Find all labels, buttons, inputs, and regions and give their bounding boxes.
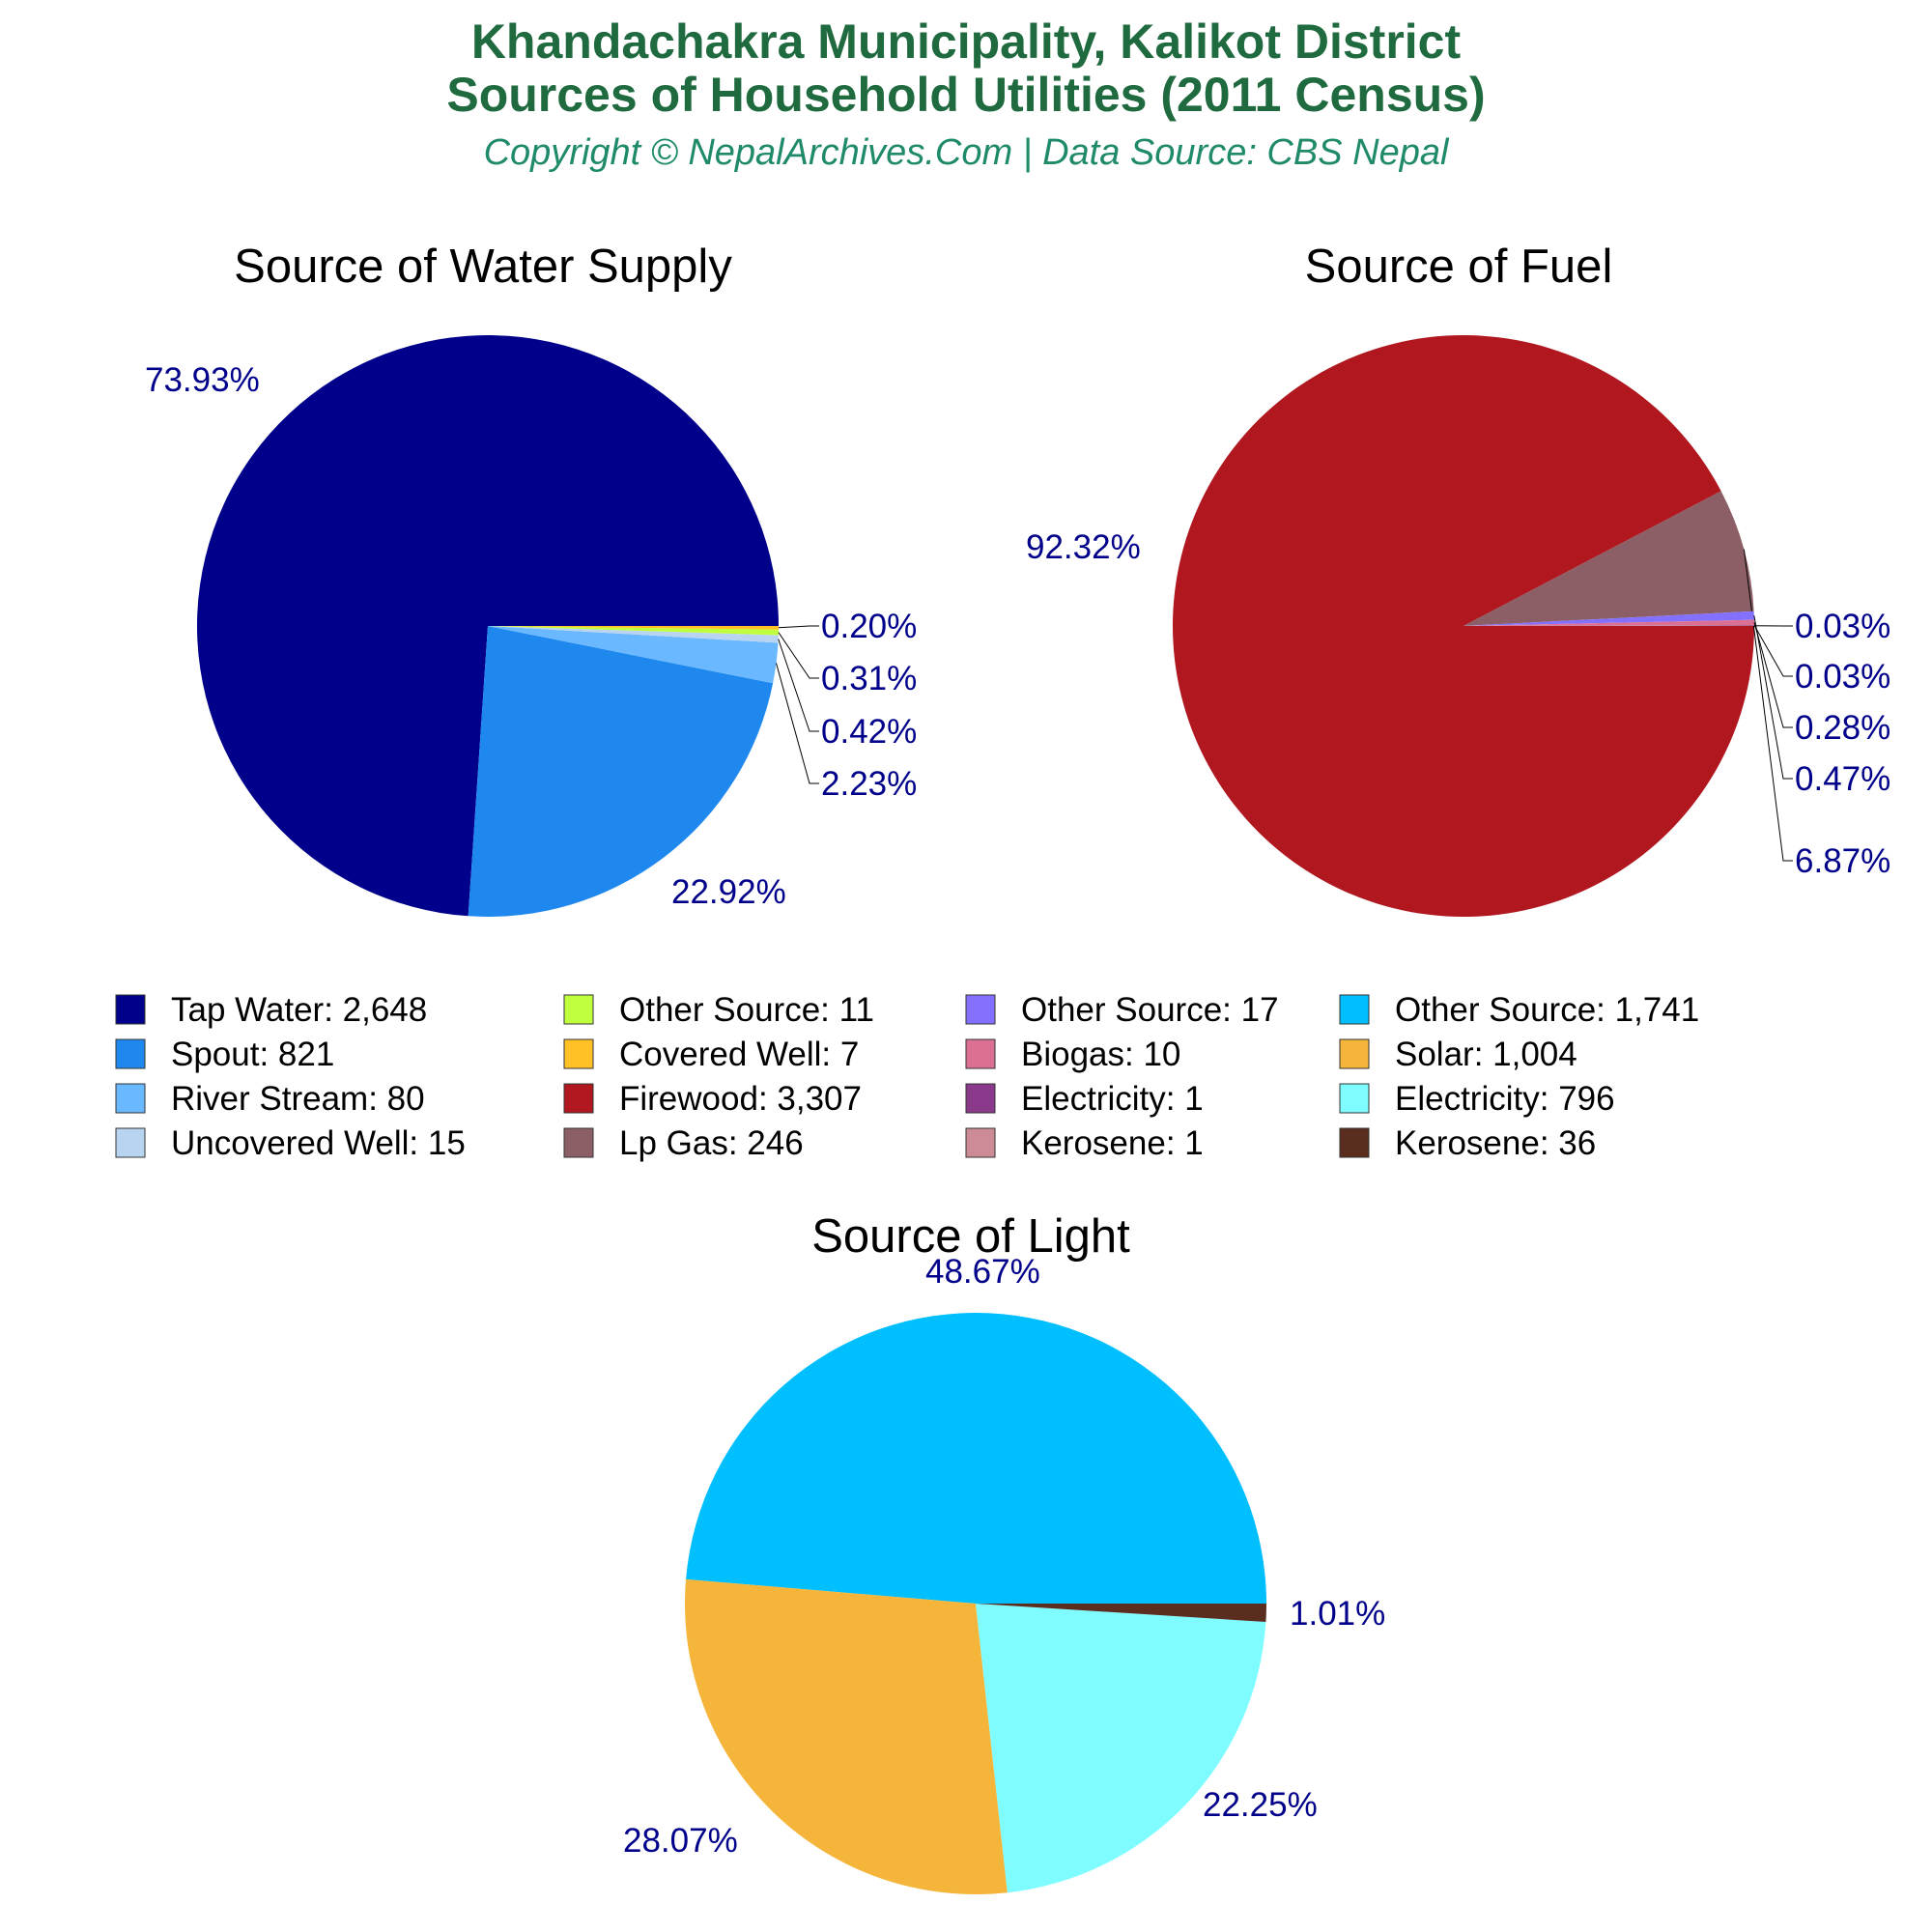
leader-line [1753, 615, 1793, 780]
pie-slice [686, 1313, 1266, 1604]
slice-percent-label: 6.87% [1795, 842, 1890, 880]
legend-label: Electricity: 796 [1395, 1080, 1615, 1118]
legend-swatch [563, 1038, 594, 1069]
legend-swatch [965, 1038, 996, 1069]
slice-percent-label: 22.92% [671, 873, 786, 911]
light-pie: Source of Light 48.67% 28.07% 22.25% 1.01% [623, 1210, 1385, 1894]
leader-line [778, 639, 819, 732]
pie-slice [488, 626, 780, 630]
pie-slice [1463, 625, 1755, 626]
leader-line [776, 663, 819, 784]
legend-label: Tap Water: 2,648 [171, 991, 427, 1029]
slice-percent-label: 22.25% [1203, 1786, 1318, 1824]
legend-label: Uncovered Well: 15 [171, 1124, 466, 1162]
slice-percent-label: 0.47% [1795, 760, 1890, 798]
slice-percent-label: 0.03% [1795, 608, 1890, 645]
leader-line [1753, 622, 1793, 728]
slice-percent-label: 48.67% [925, 1253, 1040, 1291]
slice-percent-label: 0.42% [821, 713, 917, 751]
pie-slice [976, 1604, 1266, 1623]
pie-slice [488, 626, 779, 684]
slice-percent-label: 1.01% [1290, 1595, 1385, 1633]
pie-slice [1173, 335, 1754, 918]
legend-label: Kerosene: 36 [1395, 1124, 1596, 1162]
legend-label: River Stream: 80 [171, 1080, 425, 1118]
pie-slice [488, 626, 779, 636]
chart-title-line2: Sources of Household Utilities (2011 Cen… [446, 68, 1485, 122]
legend-label: Other Source: 17 [1021, 991, 1279, 1029]
pie-slice [488, 626, 779, 643]
pie-slice [1463, 491, 1754, 626]
slice-percent-label: 0.28% [1795, 709, 1890, 747]
legend-swatch [965, 1127, 996, 1158]
legend-swatch [1339, 994, 1370, 1025]
legend-label: Electricity: 1 [1021, 1080, 1204, 1118]
pie-slice [197, 334, 780, 917]
legend-swatch [115, 994, 146, 1025]
legend-swatch [115, 1083, 146, 1114]
legend-swatch [1339, 1083, 1370, 1114]
pie-slice [1463, 611, 1754, 626]
legend-swatch [563, 994, 594, 1025]
leader-line [778, 632, 819, 679]
slice-percent-label: 0.03% [1795, 658, 1890, 696]
pie-slice [685, 1578, 1008, 1894]
legend-label: Biogas: 10 [1021, 1036, 1180, 1073]
slice-percent-label: 2.23% [821, 765, 917, 803]
water-supply-pie-title: Source of Water Supply [234, 241, 732, 293]
legend-swatch [115, 1038, 146, 1069]
chart-title-line1: Khandachakra Municipality, Kalikot Distr… [471, 14, 1462, 69]
legend-label: Other Source: 1,741 [1395, 991, 1699, 1029]
pie-slice [1463, 619, 1754, 626]
legend-label: Lp Gas: 246 [619, 1124, 804, 1162]
legend-swatch [115, 1127, 146, 1158]
legend-label: Covered Well: 7 [619, 1036, 859, 1073]
slice-percent-label: 0.31% [821, 660, 917, 697]
leader-line [1753, 624, 1793, 677]
pie-slice [1463, 624, 1755, 626]
leader-line [778, 625, 819, 629]
legend-swatch [563, 1083, 594, 1114]
legend-label: Other Source: 11 [619, 991, 874, 1029]
fuel-pie: Source of Fuel 92.32% 6.87% 0.47% 0.28% 0.03… [1026, 241, 1890, 918]
legend-swatch [965, 1083, 996, 1114]
pie-slice [976, 1604, 1266, 1893]
slice-percent-label: 0.20% [821, 608, 917, 645]
leader-line [1743, 549, 1793, 862]
legend-swatch [563, 1127, 594, 1158]
slice-percent-label: 73.93% [145, 361, 260, 399]
pie-slice [468, 626, 774, 917]
legend: Tap Water: 2,648 Spout: 821 River Stream: … [115, 991, 1699, 1162]
chart-subtitle: Copyright © NepalArchives.Com | Data Sou… [484, 132, 1450, 173]
legend-label: Solar: 1,004 [1395, 1036, 1577, 1073]
legend-swatch [1339, 1038, 1370, 1069]
slice-percent-label: 28.07% [623, 1822, 738, 1860]
legend-swatch [965, 994, 996, 1025]
light-pie-title: Source of Light [811, 1210, 1130, 1263]
legend-label: Spout: 821 [171, 1036, 334, 1073]
legend-label: Kerosene: 1 [1021, 1124, 1204, 1162]
water-supply-pie: Source of Water Supply 73.93% 22.92% 2.23%… [145, 241, 917, 917]
slice-percent-label: 92.32% [1026, 528, 1141, 566]
legend-label: Firewood: 3,307 [619, 1080, 862, 1118]
fuel-pie-title: Source of Fuel [1305, 241, 1613, 293]
legend-swatch [1339, 1127, 1370, 1158]
